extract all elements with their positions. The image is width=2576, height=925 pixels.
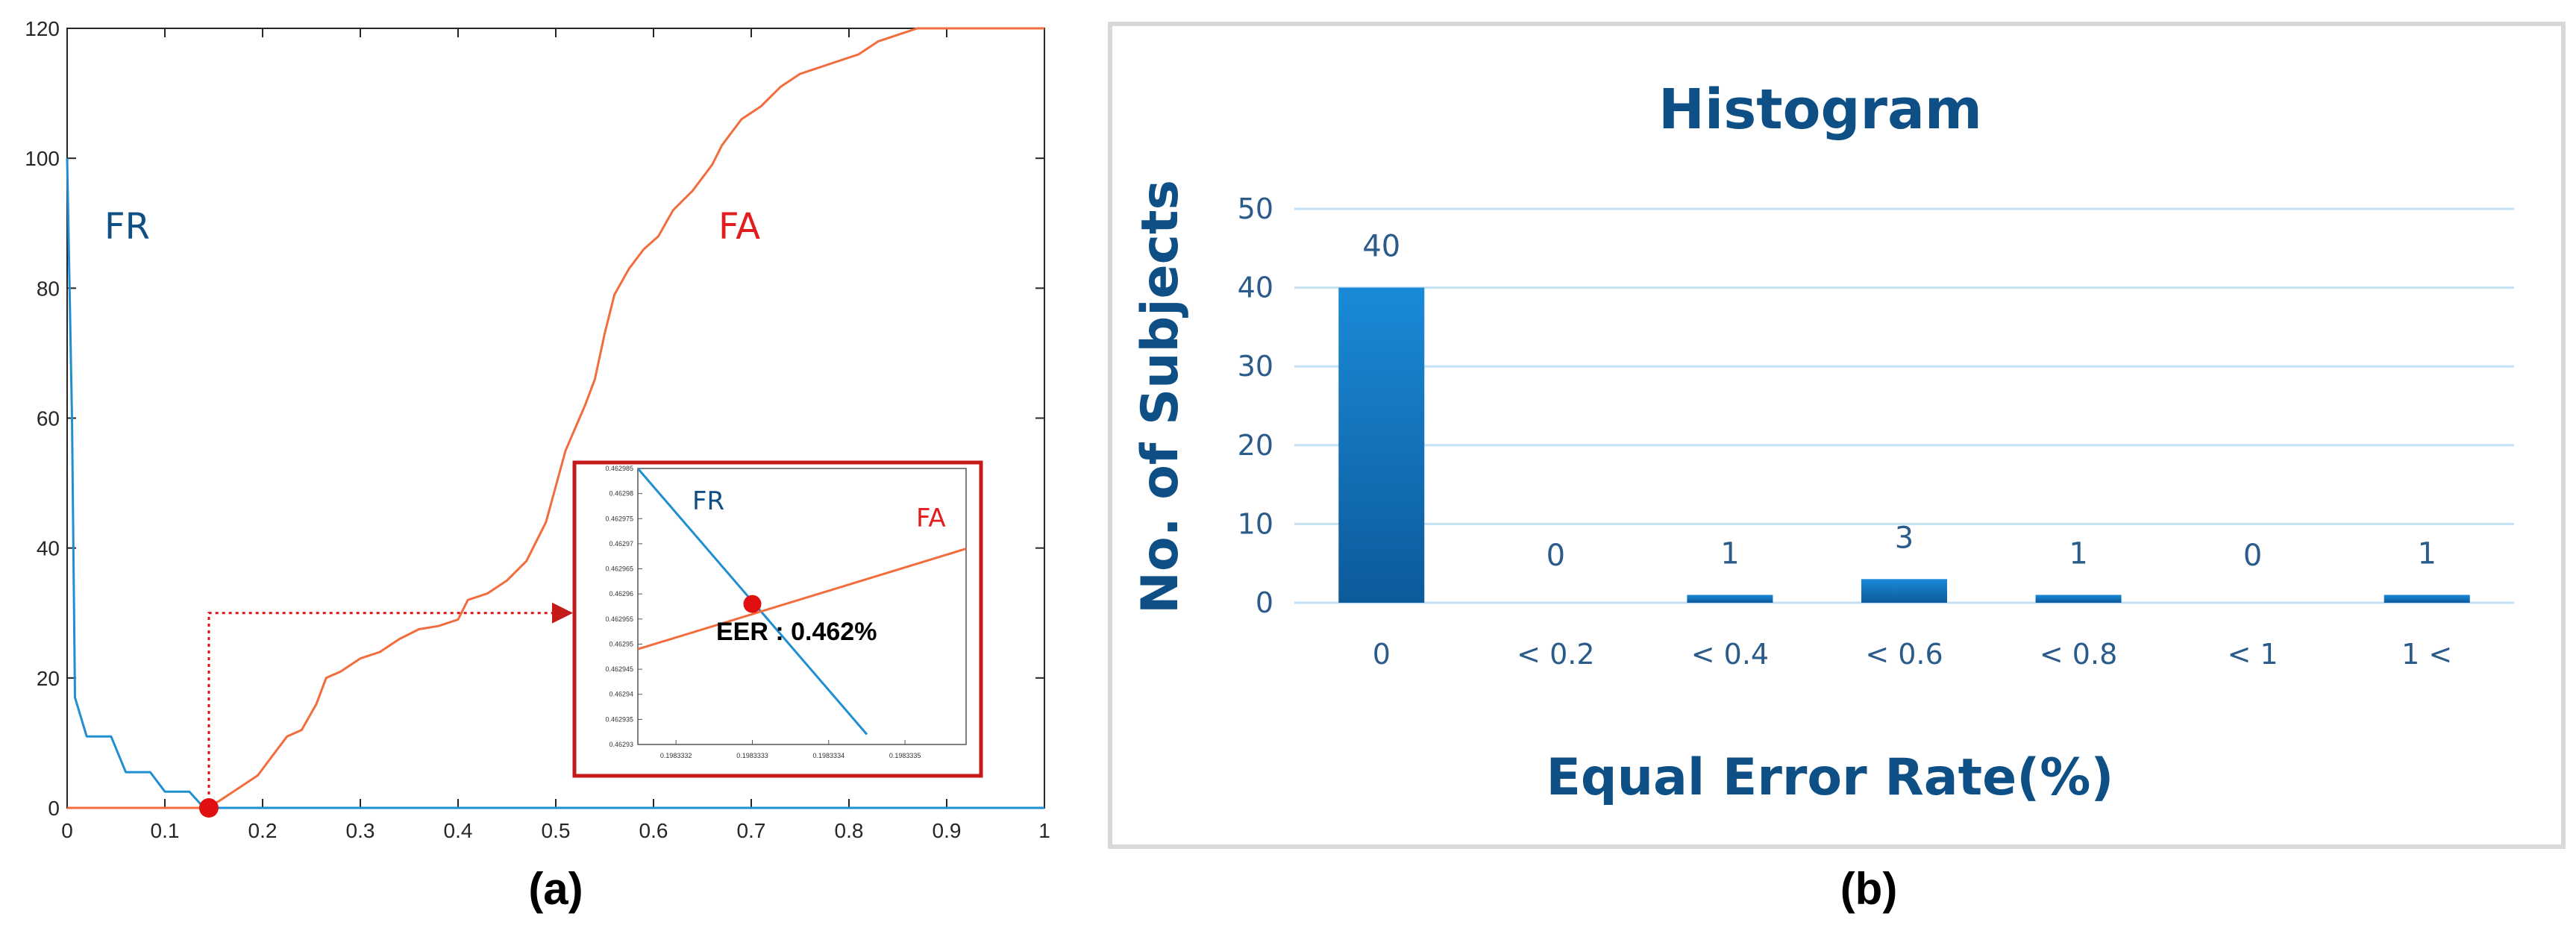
x-tick-label: 1 [1038,819,1050,842]
x-tick-label: 0.9 [933,819,962,842]
histogram-y-tick-label: 20 [1238,429,1273,462]
histogram-bar-value: 1 [2417,536,2436,571]
chart-b-frame [1108,22,2566,849]
eer-marker [198,798,219,818]
chart-a: 0 0.1 0.2 0.3 0.4 0.5 0.6 0.7 0.8 0.9 1 0 20 40 60 80 10… [25,17,1050,914]
x-tick-label: 0.4 [444,819,473,842]
histogram-category-label: < 0.8 [2040,638,2117,671]
histogram-bar [1338,287,1425,603]
inset-y-tick-label: 0.462965 [605,565,633,573]
histogram-title: Histogram [1658,78,1982,142]
panel-b-label: (b) [1840,864,1898,914]
x-tick-label: 0.3 [346,819,375,842]
fr-curve-label: FR [104,206,150,248]
eer-guide-arrow [552,602,573,624]
inset-y-tick-label: 0.462975 [605,515,633,522]
inset-y-tick-label: 0.462945 [605,665,633,673]
y-tick-label: 80 [37,277,60,300]
histogram-category-label: 1 < [2401,638,2452,671]
x-tick-label: 0.7 [737,819,766,842]
histogram-bar-value: 1 [2069,536,2087,571]
inset-fr-label: FR [692,486,724,516]
histogram-category-label: < 1 [2228,638,2278,671]
histogram-y-tick-label: 0 [1256,586,1273,619]
eer-guide [207,602,573,808]
inset-fa-label: FA [916,504,946,533]
fr-curve [66,158,1044,809]
inset-x-tick-label: 0.1983333 [736,752,768,759]
fa-curve [67,27,1044,809]
histogram-bar [2035,595,2122,603]
histogram-categories: 0 < 0.2 < 0.4 < 0.6 < 0.8 < 1 1 < [1373,638,2453,671]
chart-b: Histogram No. of Subjects Equal Error Ra… [1108,22,2566,914]
inset-y-tick-label: 0.46294 [609,691,633,698]
histogram-bar-value: 40 [1362,230,1400,264]
x-tick-label: 0 [61,819,73,842]
histogram-bar [2384,595,2470,603]
x-tick-label: 0.6 [639,819,668,842]
histogram-bar-value: 0 [1546,539,1565,573]
eer-inset: 0.462985 0.46298 0.462975 0.46297 0.462965 0.… [572,460,983,778]
inset-y-tick-label: 0.462955 [605,615,633,623]
histogram-bar [1687,595,1773,603]
inset-x-tick-label: 0.1983335 [889,752,921,759]
histogram-category-label: 0 [1373,638,1391,671]
histogram-x-axis-label: Equal Error Rate(%) [1546,748,2113,807]
x-tick-label: 0.1 [151,819,180,842]
histogram-y-tick-label: 50 [1238,192,1273,225]
x-tick-label: 0.5 [542,819,571,842]
histogram-category-label: < 0.4 [1691,638,1769,671]
y-tick-label: 100 [25,147,60,170]
inset-fa-line [638,548,966,650]
histogram-bar-value: 3 [1895,521,1914,555]
inset-y-tick-label: 0.46293 [609,741,633,748]
inset-y-tick-label: 0.46295 [609,640,633,648]
y-tick-label: 40 [37,537,60,560]
inset-x-tick-label: 0.1983334 [813,752,845,759]
panel-a-label: (a) [528,864,583,914]
inset-y-tick-label: 0.46298 [609,490,633,498]
histogram-category-label: < 0.6 [1865,638,1943,671]
histogram-bars: 40 0 1 3 1 0 1 [1338,230,2470,603]
inset-y-tick-label: 0.462935 [605,715,633,723]
y-tick-label: 20 [37,667,60,690]
inset-ticks: 0.462985 0.46298 0.462975 0.46297 0.462965 0.… [605,465,921,759]
inset-y-tick-label: 0.46296 [609,590,633,598]
histogram-category-label: < 0.2 [1517,638,1594,671]
y-tick-label: 120 [25,17,60,40]
eer-guide-line [207,612,552,808]
inset-plot-area [637,468,967,745]
histogram-y-axis-label: No. of Subjects [1131,180,1190,614]
inset-x-tick-label: 0.1983332 [660,752,692,759]
y-tick-label: 0 [48,797,60,820]
eer-value-label: EER : 0.462% [716,618,877,646]
x-tick-label: 0.2 [248,819,278,842]
chart-a-series [66,27,1044,809]
chart-a-ticks: 0 0.1 0.2 0.3 0.4 0.5 0.6 0.7 0.8 0.9 1 0 20 40 60 80 10… [25,17,1050,842]
eer-point [198,798,219,818]
inset-eer-point [743,595,762,613]
histogram-bar-value: 0 [2243,539,2262,573]
histogram-y-tick-label: 10 [1238,507,1273,540]
inset-y-tick-label: 0.462985 [605,465,633,472]
histogram-bar-value: 1 [1720,536,1739,571]
histogram-bar [1861,579,1947,603]
histogram-y-tick-label: 30 [1238,350,1273,383]
y-tick-label: 60 [37,407,60,430]
fa-curve-label: FA [718,206,760,248]
histogram-y-tick-label: 40 [1238,272,1273,304]
x-tick-label: 0.8 [835,819,864,842]
inset-y-tick-label: 0.46297 [609,540,633,548]
